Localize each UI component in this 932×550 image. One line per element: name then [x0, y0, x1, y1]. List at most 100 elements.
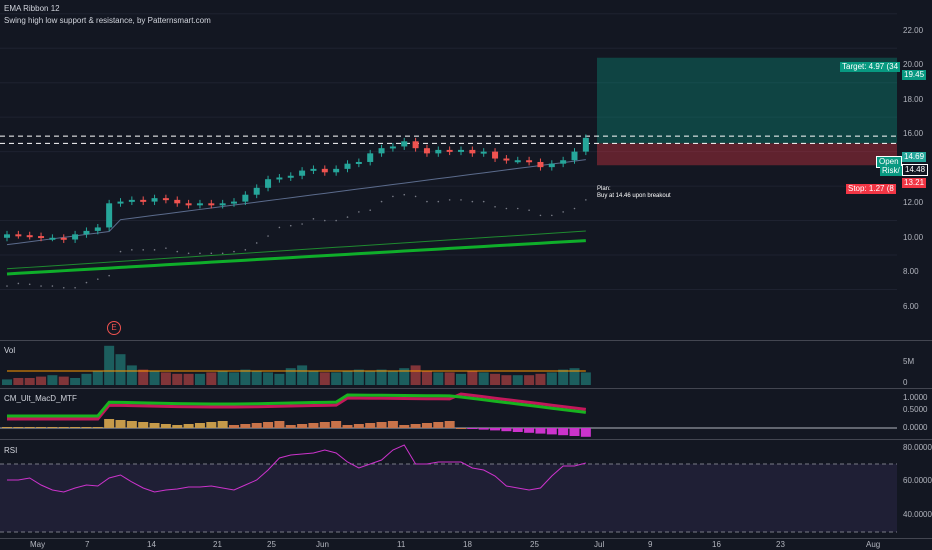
swing-low-dot — [176, 250, 179, 253]
volume-bar — [456, 373, 466, 385]
stop-price-badge: 13.21 — [902, 178, 927, 188]
swing-low-dot — [403, 193, 406, 196]
macd-histogram-bar — [478, 428, 489, 430]
plan-text: Buy at 14.46 upon breakout — [597, 193, 671, 199]
candle-body — [4, 234, 10, 238]
candle-body — [423, 148, 430, 154]
macd-title: CM_Ult_MacD_MTF — [4, 394, 77, 403]
stop-zone — [597, 143, 897, 166]
entry-price-badge: 14.48 — [902, 164, 929, 176]
swing-low-dot — [471, 200, 474, 203]
candle-body — [480, 151, 487, 154]
rsi-chart[interactable] — [0, 440, 897, 538]
x-label: 14 — [147, 540, 156, 549]
candle-body — [128, 199, 135, 202]
macd-histogram-bar — [467, 428, 478, 429]
swing-low-dot — [392, 195, 394, 198]
swing-low-dot — [210, 252, 213, 255]
stop-label[interactable]: Stop: 1.27 (8 — [846, 184, 896, 194]
macd-histogram-bar — [387, 421, 398, 428]
volume-chart[interactable] — [0, 341, 897, 387]
swing-low-dot — [255, 242, 258, 244]
candle-body — [219, 203, 226, 206]
time-axis[interactable]: May 7 14 21 25 Jun 11 18 25 Jul 9 16 23 … — [0, 539, 932, 550]
candle-body — [196, 203, 203, 206]
earnings-marker-icon[interactable]: E — [107, 321, 121, 335]
candle-body — [49, 237, 56, 240]
volume-bar — [387, 371, 398, 385]
rsi-y-label: 40.0000 — [903, 510, 932, 519]
x-label: 9 — [648, 540, 653, 549]
macd-histogram-bar — [558, 428, 569, 436]
macd-histogram-bar — [444, 421, 455, 428]
macd-histogram-bar — [342, 425, 353, 428]
macd-histogram-bar — [138, 422, 149, 428]
macd-histogram-bar — [92, 427, 103, 428]
macd-histogram-bar — [206, 422, 217, 428]
x-label: 16 — [712, 540, 721, 549]
swing-low-dot — [380, 200, 383, 203]
price-chart[interactable] — [0, 0, 897, 340]
macd-histogram-bar — [81, 427, 92, 428]
macd-chart[interactable] — [0, 389, 897, 439]
macd-pane[interactable]: CM_Ult_MacD_MTF — [0, 389, 897, 439]
volume-bar — [512, 375, 523, 385]
macd-histogram-bar — [104, 419, 115, 428]
candle-body — [435, 149, 442, 154]
target-price-badge: 19.45 — [902, 70, 927, 80]
volume-pane[interactable]: Vol — [0, 341, 897, 387]
candle-body — [38, 236, 45, 239]
rsi-line — [7, 444, 586, 493]
swing-low-dot — [482, 200, 485, 203]
y-label: 18.00 — [903, 95, 924, 104]
y-label: 10.00 — [903, 233, 924, 242]
volume-bar — [104, 345, 115, 385]
risk-label[interactable]: Risk/ — [880, 166, 902, 176]
swing-low-dot — [62, 286, 65, 289]
volume-bar — [399, 368, 410, 385]
candle-body — [151, 198, 158, 202]
candle-body — [231, 201, 237, 204]
candle-body — [276, 177, 283, 180]
rsi-pane[interactable]: RSI — [0, 440, 897, 538]
swing-low-dot — [74, 286, 76, 289]
candle-body — [560, 160, 567, 164]
volume-bar — [70, 378, 81, 385]
swing-low-dot — [278, 226, 281, 229]
swing-low-dot — [119, 250, 122, 253]
price-axis[interactable]: 22.00 20.00 18.00 16.00 12.00 10.00 8.00… — [897, 0, 932, 340]
swing-low-dot — [233, 250, 235, 253]
macd-histogram-bar — [546, 428, 557, 435]
macd-histogram-bar — [365, 423, 376, 428]
macd-histogram-bar — [331, 421, 342, 428]
candle-body — [389, 146, 396, 149]
candle-body — [162, 198, 169, 201]
candle-body — [412, 141, 419, 149]
x-label: 21 — [213, 540, 222, 549]
volume-bar — [546, 372, 557, 385]
volume-bar — [501, 375, 512, 385]
volume-bar — [558, 369, 569, 385]
swing-low-dot — [494, 205, 496, 208]
volume-bar — [240, 369, 251, 385]
candle-body — [378, 148, 385, 154]
x-label: Jul — [594, 540, 605, 549]
candle-body — [60, 237, 67, 240]
swing-low-dot — [142, 249, 144, 251]
macd-histogram-bar — [251, 423, 262, 428]
volume-bar — [126, 365, 137, 385]
ema-mid-line — [6, 230, 586, 270]
volume-bar — [47, 375, 58, 385]
swing-low-dot — [28, 283, 31, 286]
volume-bar — [535, 373, 546, 385]
volume-bar — [206, 372, 217, 385]
candle-body — [208, 203, 215, 206]
target-label[interactable]: Target: 4.97 (34 — [840, 62, 901, 72]
volume-bar — [172, 373, 183, 385]
candle-body — [367, 153, 374, 162]
macd-histogram-bar — [569, 428, 580, 436]
x-label: 25 — [530, 540, 539, 549]
macd-histogram-bar — [535, 428, 546, 434]
candle-body — [492, 151, 499, 159]
price-pane[interactable]: EMA Ribbon 12 Swing high low support & r… — [0, 0, 902, 340]
